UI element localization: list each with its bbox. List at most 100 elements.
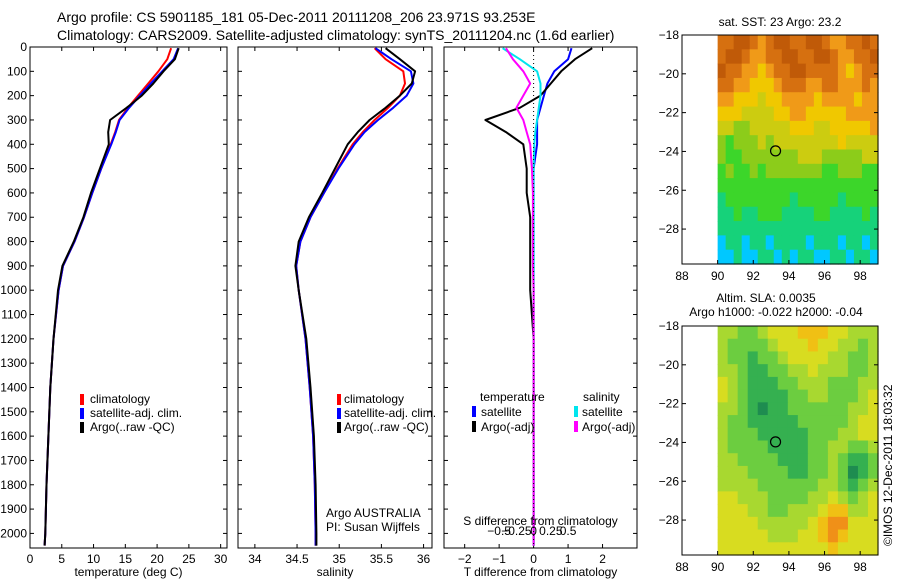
heatmap-cell bbox=[805, 221, 815, 236]
heatmap-cell bbox=[757, 35, 767, 50]
heatmap-cell bbox=[737, 351, 749, 365]
heatmap-cell bbox=[749, 221, 759, 236]
heatmap-cell bbox=[787, 440, 799, 454]
heatmap-cell bbox=[717, 249, 727, 265]
heatmap-cell bbox=[813, 249, 823, 265]
heatmap-cell bbox=[817, 326, 829, 340]
heatmap-cell bbox=[767, 326, 779, 340]
heatmap-cell bbox=[797, 49, 807, 65]
heatmap-cell bbox=[757, 178, 767, 194]
heatmap-cell bbox=[797, 338, 809, 353]
heatmap-cell bbox=[757, 206, 767, 222]
y-tick-label: 1300 bbox=[0, 356, 27, 370]
heatmap-cell bbox=[773, 235, 783, 251]
heatmap-cell bbox=[857, 542, 869, 556]
heatmap-cell bbox=[727, 326, 739, 340]
heatmap-cell bbox=[733, 120, 743, 136]
heatmap-cell bbox=[781, 135, 791, 151]
heatmap-cell bbox=[781, 77, 791, 93]
x-tick-label: 36 bbox=[417, 552, 431, 566]
heatmap-cell bbox=[727, 402, 739, 416]
page-subtitle: Climatology: CARS2009. Satellite-adjuste… bbox=[57, 27, 615, 43]
heatmap-cell bbox=[727, 415, 739, 429]
heatmap-cell bbox=[757, 402, 769, 416]
heatmap-cell bbox=[827, 465, 839, 480]
heatmap-cell bbox=[861, 106, 871, 122]
heatmap-cell bbox=[717, 529, 729, 543]
heatmap-cell bbox=[847, 478, 859, 492]
heatmap-cell bbox=[817, 364, 829, 378]
heatmap-cell bbox=[807, 351, 819, 365]
heatmap-cell bbox=[837, 49, 847, 65]
heatmap-cell bbox=[781, 120, 791, 136]
heatmap-cell bbox=[797, 453, 809, 467]
x-axis-label: temperature (deg C) bbox=[74, 565, 182, 579]
x-tick-label: 98 bbox=[854, 560, 868, 574]
y-tick-label: 1600 bbox=[0, 429, 27, 443]
heatmap-cell bbox=[767, 427, 779, 442]
heatmap-cell bbox=[717, 206, 727, 222]
legend-label: climatology bbox=[344, 392, 404, 406]
x-tick-label: 96 bbox=[818, 269, 832, 283]
heatmap-cell bbox=[757, 453, 769, 467]
heatmap-cell bbox=[757, 351, 769, 365]
heatmap-cell bbox=[789, 49, 799, 65]
heatmap-cell bbox=[737, 453, 749, 467]
salinity-diff-tick-label: −0.5 bbox=[487, 524, 511, 538]
heatmap-cell bbox=[845, 192, 855, 208]
heatmap-cell bbox=[813, 120, 823, 136]
heatmap-cell bbox=[747, 364, 759, 378]
heatmap-cell bbox=[765, 92, 775, 108]
heatmap-cell bbox=[827, 326, 839, 340]
heatmap-cell bbox=[837, 504, 849, 518]
heatmap-cell bbox=[717, 106, 727, 122]
heatmap-cell bbox=[853, 106, 863, 122]
heatmap-cell bbox=[837, 135, 847, 151]
heatmap-cell bbox=[797, 178, 807, 194]
heatmap-cell bbox=[727, 351, 739, 365]
heatmap-cell bbox=[847, 376, 859, 391]
heatmap-cell bbox=[789, 206, 799, 222]
y-tick-label: 800 bbox=[7, 235, 27, 249]
heatmap-cell bbox=[767, 491, 779, 505]
annotation-text: Argo AUSTRALIA bbox=[326, 506, 421, 520]
y-tick-label: 1000 bbox=[0, 283, 27, 297]
heatmap-cell bbox=[869, 106, 879, 122]
x-tick-label: 2 bbox=[599, 552, 606, 566]
heatmap-cell bbox=[837, 63, 847, 79]
heatmap-cell bbox=[767, 376, 779, 391]
heatmap-cell bbox=[857, 351, 869, 365]
heatmap-cell bbox=[747, 427, 759, 442]
legend-swatch bbox=[80, 408, 84, 419]
x-tick-label: 35.5 bbox=[370, 552, 394, 566]
x-tick-label: −2 bbox=[458, 552, 472, 566]
y-tick-label: −18 bbox=[659, 319, 680, 333]
heatmap-cell bbox=[747, 491, 759, 505]
heatmap-cell bbox=[733, 221, 743, 236]
legend-swatch bbox=[337, 394, 341, 405]
heatmap-cell bbox=[827, 351, 839, 365]
heatmap-cell bbox=[807, 465, 819, 480]
x-tick-label: 30 bbox=[214, 552, 228, 566]
heatmap-cell bbox=[821, 92, 831, 108]
heatmap-cell bbox=[807, 402, 819, 416]
heatmap-cell bbox=[797, 415, 809, 429]
heatmap-cell bbox=[757, 192, 767, 208]
heatmap-cell bbox=[741, 206, 751, 222]
heatmap-cell bbox=[789, 149, 799, 165]
heatmap-cell bbox=[853, 92, 863, 108]
heatmap-cell bbox=[845, 35, 855, 50]
heatmap-cell bbox=[773, 63, 783, 79]
heatmap-cell bbox=[797, 63, 807, 79]
heatmap-cell bbox=[853, 206, 863, 222]
heatmap-cell bbox=[797, 389, 809, 403]
heatmap-cell bbox=[717, 149, 727, 165]
series-line-temperature-satellite bbox=[532, 47, 573, 546]
salinity-diff-tick-label: 0.5 bbox=[560, 524, 577, 538]
heatmap-cell bbox=[757, 338, 769, 353]
heatmap-cell bbox=[747, 516, 759, 531]
heatmap-cell bbox=[777, 542, 789, 556]
heatmap-cell bbox=[757, 77, 767, 93]
heatmap-cell bbox=[773, 178, 783, 194]
heatmap-cell bbox=[837, 465, 849, 480]
